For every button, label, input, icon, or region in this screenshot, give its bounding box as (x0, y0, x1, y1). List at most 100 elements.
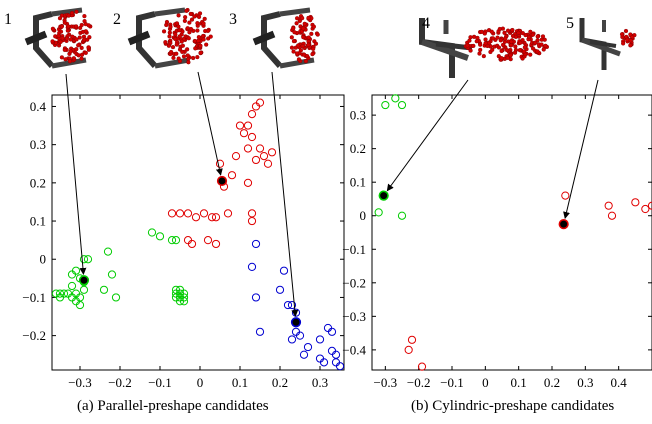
y-tick-label: 0.2 (350, 141, 366, 156)
particle (300, 44, 305, 49)
particle (167, 34, 172, 39)
particle (182, 18, 187, 24)
x-tick-label: 0.4 (611, 375, 628, 390)
particle (467, 38, 472, 43)
x-tick-label: 0.3 (577, 375, 593, 390)
highlighted-point (216, 175, 228, 187)
particle (196, 35, 201, 40)
particle (177, 34, 182, 39)
data-point (167, 209, 177, 218)
inset-3-gripper-render (252, 7, 320, 69)
particle (502, 30, 507, 35)
y-tick-label: −0.4 (342, 342, 366, 357)
particle (535, 49, 540, 54)
particle (173, 36, 178, 42)
particle (309, 31, 314, 36)
particle (503, 36, 508, 41)
data-point (111, 293, 121, 302)
particle (499, 48, 504, 54)
data-point (417, 362, 427, 371)
particle (621, 41, 626, 46)
highlighted-point (290, 317, 302, 328)
particle (483, 41, 488, 46)
particle (196, 14, 202, 20)
particle (57, 16, 63, 21)
particle (188, 26, 194, 32)
particle (619, 32, 625, 37)
particle (474, 39, 479, 44)
particle (504, 48, 510, 53)
particle (184, 8, 189, 13)
particle (188, 11, 193, 17)
data-point (251, 155, 261, 165)
particle (71, 56, 76, 61)
particle (161, 29, 167, 34)
data-point (247, 109, 257, 119)
particle (174, 51, 179, 56)
x-tick-label: −0.2 (108, 375, 132, 390)
particle (163, 40, 168, 45)
inset-4-gripper-render (419, 18, 550, 78)
caption-b: (b) Cylindric-preshape candidates (411, 398, 615, 414)
particle (166, 43, 171, 48)
particle (310, 52, 315, 57)
particle (313, 41, 319, 46)
callout-arrow (386, 79, 469, 192)
particle (543, 43, 548, 48)
particle (303, 58, 309, 64)
data-point (287, 335, 297, 344)
particle (540, 34, 546, 39)
particle (291, 26, 296, 31)
highlighted-point (558, 219, 569, 230)
particle (539, 42, 544, 47)
highlighted-point (378, 190, 389, 201)
data-point (259, 152, 269, 161)
data-point (155, 232, 165, 241)
data-point (183, 209, 193, 218)
data-point (215, 159, 225, 168)
particle (305, 54, 310, 59)
x-tick-label: 0.1 (232, 375, 248, 390)
x-tick-label: 0 (197, 375, 204, 390)
particle (192, 14, 197, 19)
particle (496, 45, 502, 50)
particle (62, 47, 67, 53)
particle (198, 43, 203, 48)
particle (204, 42, 209, 47)
particle (306, 35, 311, 40)
data-point (187, 239, 197, 249)
data-point (207, 213, 217, 222)
y-tick-label: −0.2 (22, 328, 46, 343)
y-tick-label: 0.3 (30, 137, 46, 152)
data-point (147, 228, 157, 237)
particle (198, 50, 203, 55)
particle (483, 37, 488, 42)
particle (79, 22, 84, 28)
particle (311, 24, 316, 29)
particle (623, 28, 629, 34)
particle (302, 21, 307, 26)
particle (202, 16, 207, 21)
particle (510, 33, 516, 39)
particle (174, 21, 180, 26)
data-point (211, 213, 221, 222)
particle (628, 43, 633, 48)
particle (176, 13, 181, 18)
particle (315, 32, 320, 37)
particle (68, 49, 73, 54)
inset-1-gripper-render (24, 7, 93, 69)
particle (509, 39, 514, 44)
particle (513, 44, 518, 49)
particle (67, 59, 73, 64)
data-point (199, 209, 209, 218)
callout-arrow (563, 79, 599, 219)
y-tick-label: −0.3 (342, 309, 366, 324)
particle (509, 43, 514, 48)
particle (294, 16, 300, 21)
particle (74, 47, 79, 52)
particle (294, 21, 299, 26)
particle (74, 37, 79, 42)
particle (520, 38, 525, 43)
particle (468, 35, 473, 40)
x-tick-label: −0.1 (148, 375, 172, 390)
